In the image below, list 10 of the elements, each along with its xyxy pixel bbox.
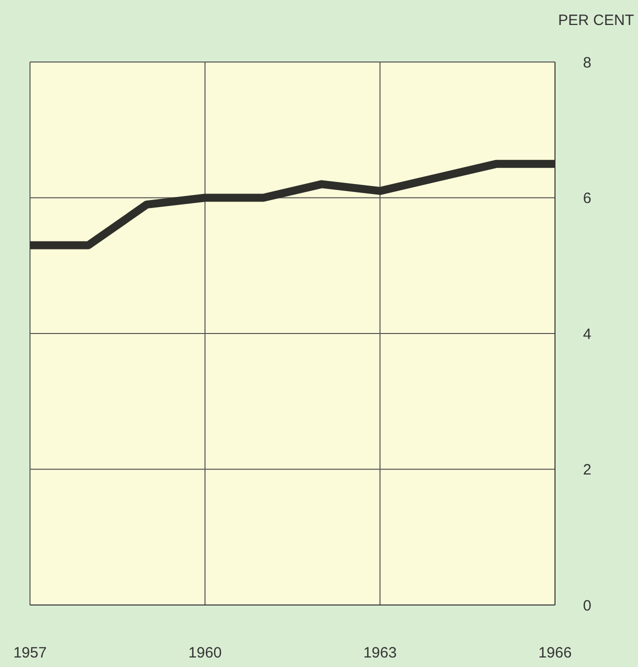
y-tick-label: 8	[583, 54, 592, 72]
y-tick-label: 4	[583, 326, 592, 343]
x-tick-label: 1960	[188, 644, 222, 662]
y-tick-label: 0	[583, 597, 592, 614]
y-axis-title: PER CENT	[558, 12, 634, 29]
y-tick-label: 6	[583, 190, 592, 208]
x-tick-label: 1966	[538, 644, 572, 662]
x-tick-label: 1963	[363, 644, 397, 662]
x-tick-label: 1957	[13, 644, 47, 662]
y-tick-label: 2	[583, 462, 592, 479]
